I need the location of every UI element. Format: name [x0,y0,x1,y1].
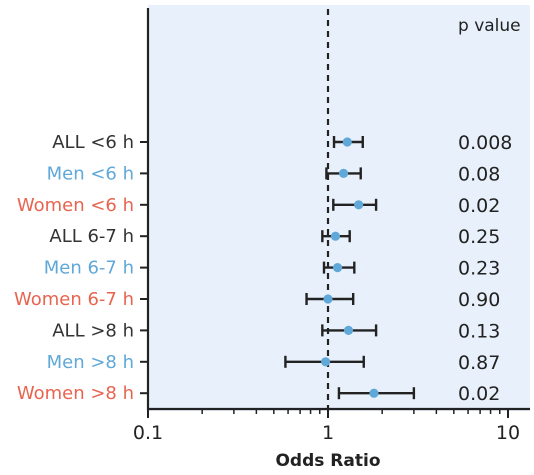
row-label: Women <6 h [17,195,134,216]
forest-row: Men >8 h 0.87 [47,352,501,374]
p-value: 0.02 [458,195,500,217]
x-tick-label: 0.1 [133,422,163,444]
forest-rows: ALL <6 h 0.008 Men <6 h 0.08 Women <6 h 0.02 A… [14,132,512,405]
forest-row: ALL >8 h 0.13 [52,320,500,342]
row-label: Men 6-7 h [44,258,134,279]
x-axis-ticks: 0.1 1 10 [133,409,520,444]
odds-ratio-point [330,231,341,241]
pvalue-header: p value [458,16,521,36]
p-value: 0.25 [458,226,500,248]
p-value: 0.02 [458,383,500,405]
forest-row: Men <6 h 0.08 [47,163,501,185]
row-label: Men <6 h [47,163,134,184]
odds-ratio-point [332,263,343,273]
p-value: 0.23 [458,258,500,280]
forest-row: ALL 6-7 h 0.25 [49,226,500,248]
odds-ratio-point [342,137,352,147]
row-label: ALL <6 h [52,132,134,153]
row-label: ALL >8 h [52,320,134,341]
p-value: 0.13 [458,320,500,342]
forest-row: Women <6 h 0.02 [17,195,500,217]
forest-row: Women >8 h 0.02 [17,383,500,405]
odds-ratio-point [323,294,333,304]
x-tick-label: 1 [322,422,334,444]
odds-ratio-point [321,357,331,367]
p-value: 0.008 [458,132,512,154]
p-value: 0.87 [458,352,500,374]
row-label: ALL 6-7 h [49,226,134,247]
odds-ratio-point [343,325,354,335]
row-label: Women >8 h [17,383,134,404]
forest-row: Women 6-7 h 0.90 [14,289,500,311]
x-tick-label: 10 [496,422,520,444]
row-label: Women 6-7 h [14,289,134,310]
odds-ratio-point [338,168,349,178]
row-label: Men >8 h [47,352,134,373]
plot-background [148,5,530,411]
p-value: 0.08 [458,163,500,185]
p-value: 0.90 [458,289,500,311]
x-axis-title: Odds Ratio [275,451,380,471]
forest-row: Men 6-7 h 0.23 [44,258,501,280]
odds-ratio-point [369,388,379,398]
forest-row: ALL <6 h 0.008 [52,132,512,154]
odds-ratio-point [354,200,364,210]
